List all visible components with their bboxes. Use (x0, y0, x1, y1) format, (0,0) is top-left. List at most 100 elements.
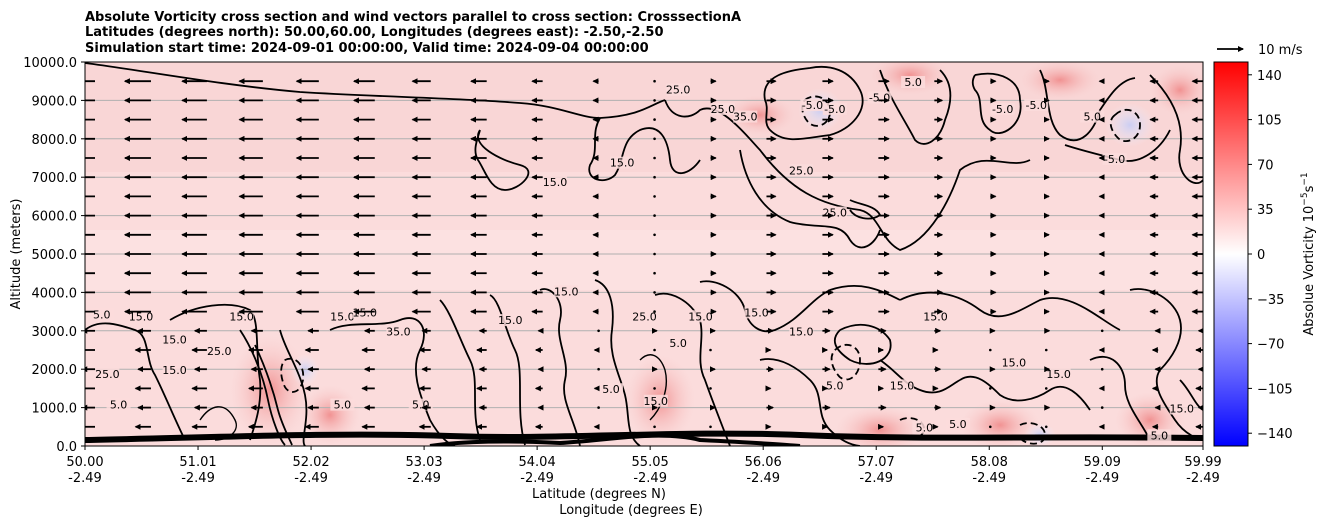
contour-label: 5.0 (93, 308, 111, 321)
wind-vector (1100, 367, 1104, 371)
contour-line (971, 72, 1022, 135)
contour-label-bg (598, 383, 623, 396)
contour-line (85, 322, 186, 441)
vorticity-blob (835, 405, 925, 446)
vorticity-blob (725, 95, 795, 135)
contour-label: -5.0 (824, 103, 845, 116)
contour-label: 5.0 (669, 337, 687, 350)
y-tick-label: 0.0 (56, 440, 77, 455)
contour-label: 5.0 (602, 383, 620, 396)
contour-line (763, 66, 864, 141)
contour-label-bg (1169, 402, 1194, 415)
contour-line (833, 323, 892, 365)
wind-vector (988, 348, 992, 352)
wind-vector (653, 233, 656, 237)
wind-vector (709, 348, 712, 352)
colorbar-tick-label: −105 (1257, 382, 1293, 397)
contour-label: 15.0 (644, 395, 669, 408)
wind-vector (653, 137, 656, 141)
contour-label: -5.0 (802, 99, 823, 112)
colorbar-tick-label: −35 (1257, 293, 1284, 308)
contour-label: 15.0 (129, 310, 154, 323)
contour-label: 35.0 (733, 111, 758, 124)
x-axis-label-longitude: Longitude (degrees E) (559, 503, 703, 518)
contour-label-bg (207, 344, 232, 357)
contour-label: 15.0 (744, 306, 769, 319)
contour-label: 5.0 (949, 418, 967, 431)
contour-label-bg (1147, 429, 1172, 442)
wind-vector (709, 425, 712, 429)
x-axis-label-latitude: Latitude (degrees N) (532, 487, 666, 502)
wind-vector (653, 425, 656, 429)
wind-vector (653, 271, 656, 275)
colorbar-tick-label: 0 (1257, 248, 1265, 263)
contour-label-bg (128, 310, 153, 323)
contour-label-bg (89, 308, 114, 321)
contour-line (1109, 108, 1141, 142)
x-tick-label-lat: 59.09 (1084, 455, 1121, 470)
colorbar (1213, 61, 1249, 447)
contour-label-bg (229, 310, 254, 323)
y-tick-label: 3000.0 (32, 325, 78, 340)
contour-line (489, 294, 526, 446)
wind-vector (653, 252, 656, 256)
x-tick-label-lon: -2.49 (1085, 471, 1119, 486)
wind-vector (653, 118, 656, 121)
contour-label: 5.0 (1083, 111, 1101, 124)
contour-line (85, 430, 1203, 443)
y-tick-label: 7000.0 (32, 171, 78, 186)
wind-vector (1044, 348, 1048, 352)
wind-vector (653, 214, 656, 217)
contour-label-bg (945, 417, 970, 430)
vorticity-blob (230, 335, 310, 445)
x-tick-label-lat: 54.04 (519, 455, 556, 470)
wind-vector (653, 99, 656, 102)
contour-label-bg (822, 102, 847, 115)
x-tick-label-lon: -2.49 (294, 471, 328, 486)
contour-label-bg (1046, 367, 1071, 380)
x-tick-label-lat: 51.01 (179, 455, 216, 470)
x-tick-label-lat: 56.06 (745, 455, 782, 470)
wind-vector (709, 387, 712, 390)
colorbar-tick-label: 140 (1257, 69, 1282, 84)
contour-line (959, 375, 1091, 411)
contour-label: 15.0 (1046, 368, 1071, 381)
chart-title-line-2: Latitudes (degrees north): 50.00,60.00, … (85, 25, 664, 40)
y-tick-label: 10000.0 (23, 56, 77, 71)
contour-line (85, 62, 666, 119)
contour-line (474, 129, 530, 191)
y-axis-label: Altitude (meters) (9, 199, 24, 310)
contour-label: -5.0 (1026, 99, 1047, 112)
contour-label-bg (912, 421, 937, 434)
vorticity-blob (1105, 103, 1155, 147)
contour-line (1019, 422, 1046, 445)
contour-label: 5.0 (110, 399, 128, 412)
contour-line (739, 149, 881, 249)
colorbar-label: Absolue Vorticity 10−5s−1 (1300, 172, 1317, 335)
wind-vector (653, 156, 656, 160)
contour-label: 15.0 (543, 176, 568, 189)
x-tick-label-lat: 50.00 (66, 455, 103, 470)
contour-label-bg (386, 325, 411, 338)
contour-label-bg (688, 310, 713, 323)
contour-label: 15.0 (554, 285, 579, 298)
contour-label: 15.0 (688, 310, 713, 323)
contour-label: -5.0 (992, 103, 1013, 116)
contour-label: 5.0 (412, 399, 430, 412)
contour-label: 25.0 (207, 345, 232, 358)
contour-label-bg (330, 398, 355, 411)
contour-line (664, 99, 1031, 251)
contour-label-bg (1024, 99, 1049, 112)
contour-label: 25.0 (632, 310, 657, 323)
vorticity-band-upper (85, 62, 1203, 172)
wind-vector (653, 175, 656, 179)
wind-vector (653, 79, 656, 83)
chart-title-line-3: Simulation start time: 2024-09-01 00:00:… (85, 41, 649, 56)
x-tick-label-lon: -2.49 (520, 471, 554, 486)
contour-label: 15.0 (162, 333, 187, 346)
contour-line (594, 279, 641, 446)
x-tick-label-lon: -2.49 (1186, 471, 1220, 486)
contour-label-bg (554, 285, 579, 298)
colorbar-tick-label: 35 (1257, 203, 1274, 218)
